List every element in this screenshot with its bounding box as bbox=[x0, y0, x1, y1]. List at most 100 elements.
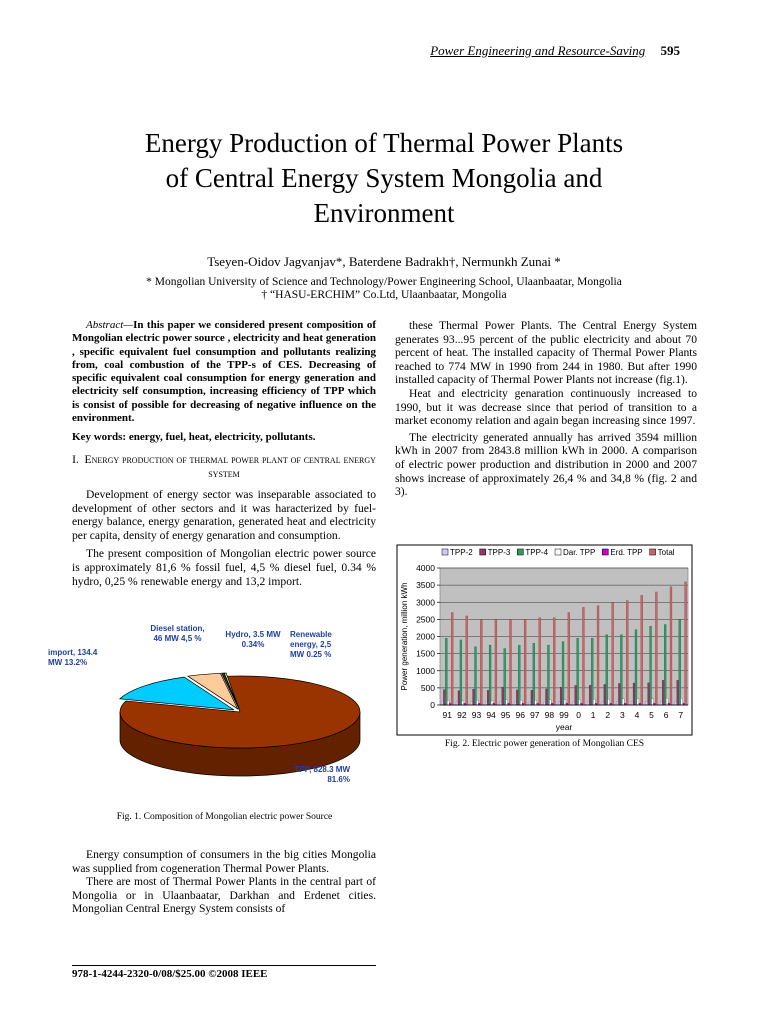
bar bbox=[465, 615, 468, 706]
bar bbox=[680, 698, 683, 706]
paragraph: There are most of Thermal Power Plants i… bbox=[72, 875, 376, 916]
bar bbox=[523, 619, 527, 706]
bar bbox=[538, 617, 541, 706]
affiliation: † “HASU-ERCHIM” Co.Ltd, Ulaanbaatar, Mon… bbox=[261, 289, 507, 301]
y-tick-label: 3500 bbox=[416, 580, 435, 590]
y-axis-label: Power generation, million kWh bbox=[400, 582, 409, 690]
bar bbox=[576, 638, 579, 706]
bar bbox=[662, 680, 665, 706]
bar bbox=[647, 682, 650, 706]
pie-category-label: import, bbox=[48, 648, 76, 657]
title: Energy Production of Thermal Power Plant… bbox=[60, 126, 708, 231]
y-tick-label: 1000 bbox=[416, 666, 435, 676]
affiliations: * Mongolian University of Science and Te… bbox=[60, 276, 708, 302]
x-tick-label: 97 bbox=[530, 710, 540, 720]
bar bbox=[441, 700, 444, 706]
x-tick-label: 93 bbox=[472, 710, 482, 720]
y-tick-label: 0 bbox=[430, 700, 435, 710]
bar bbox=[494, 619, 498, 706]
left-column-lower: Energy consumption of consumers in the b… bbox=[72, 848, 376, 916]
pie-label: import, 134.4 MW 13.2% bbox=[48, 648, 103, 668]
bar bbox=[605, 634, 608, 706]
x-tick-label: 99 bbox=[559, 710, 569, 720]
pie-slice bbox=[119, 676, 235, 711]
x-tick-label: 7 bbox=[678, 710, 683, 720]
bar bbox=[684, 581, 687, 706]
pie-label: Hydro, 3.5 MW 0.34% bbox=[222, 630, 284, 650]
bar bbox=[618, 683, 621, 706]
bar bbox=[678, 619, 681, 706]
pie-value-label: 2,5 MW 0.25 % bbox=[290, 640, 332, 659]
bar bbox=[620, 634, 623, 706]
bar bbox=[665, 698, 669, 706]
bar bbox=[582, 607, 585, 706]
x-tick-label: 98 bbox=[545, 710, 555, 720]
affiliation: * Mongolian University of Science and Te… bbox=[146, 276, 622, 288]
bar bbox=[607, 699, 610, 706]
bar bbox=[649, 626, 652, 706]
x-axis-label: year bbox=[556, 722, 573, 732]
legend-label: TPP-3 bbox=[488, 548, 511, 557]
legend-marker bbox=[441, 548, 449, 556]
bar bbox=[563, 699, 567, 706]
pie-slice bbox=[223, 672, 240, 709]
x-tick-label: 1 bbox=[591, 710, 596, 720]
pie-category-label: Diesel station, bbox=[150, 624, 205, 633]
bar bbox=[589, 684, 592, 706]
footer-rule bbox=[72, 965, 376, 966]
bar bbox=[603, 684, 606, 706]
bar bbox=[634, 629, 638, 706]
bar bbox=[636, 698, 640, 706]
bar bbox=[472, 689, 475, 706]
bar bbox=[601, 701, 605, 706]
bar bbox=[505, 699, 508, 706]
bar bbox=[530, 690, 534, 706]
x-tick-label: 91 bbox=[443, 710, 453, 720]
pie-category-label: Hydro, bbox=[225, 630, 251, 639]
bar bbox=[616, 701, 619, 706]
bar bbox=[561, 641, 565, 706]
bar bbox=[611, 602, 614, 706]
pie-value-label: 46 MW 4,5 % bbox=[153, 634, 202, 643]
paragraph: The present composition of Mongolian ele… bbox=[72, 547, 376, 588]
section-heading: I. Energy production of thermal power pl… bbox=[72, 454, 376, 481]
bar bbox=[459, 639, 463, 706]
pie-value-label: 134.4 MW 13.2% bbox=[48, 648, 98, 667]
abstract: Abstract—In this paper we considered pre… bbox=[72, 319, 376, 425]
bar bbox=[480, 619, 483, 706]
pie-label: Renewable energy, 2,5 MW 0.25 % bbox=[290, 630, 345, 660]
keywords-label: Key words: bbox=[72, 431, 127, 443]
pie-category-label: TPP, bbox=[294, 765, 312, 774]
bar bbox=[567, 612, 570, 706]
legend-label: TPP-4 bbox=[525, 548, 548, 557]
footer: 978-1-4244-2320-0/08/$25.00 ©2008 IEEE bbox=[72, 968, 268, 980]
x-tick-label: 4 bbox=[635, 710, 640, 720]
bar bbox=[596, 605, 600, 706]
bar bbox=[572, 701, 575, 706]
bar bbox=[674, 701, 677, 706]
keywords-text: energy, fuel, heat, electricity, polluta… bbox=[128, 431, 316, 443]
bar bbox=[509, 619, 512, 706]
legend-label: Total bbox=[658, 548, 675, 557]
pie-label: Diesel station, 46 MW 4,5 % bbox=[145, 624, 210, 644]
x-tick-label: 3 bbox=[620, 710, 625, 720]
bar bbox=[518, 644, 521, 706]
bar bbox=[455, 701, 459, 706]
legend-label: Dar. TPP bbox=[563, 548, 595, 557]
bar bbox=[443, 689, 446, 706]
authors: Tseyen-Oidov Jagvanjav*, Baterdene Badra… bbox=[207, 254, 561, 269]
page-number: 595 bbox=[660, 43, 681, 58]
journal-name: Power Engineering and Resource-Saving bbox=[430, 43, 646, 58]
bar bbox=[632, 682, 636, 706]
x-tick-label: 96 bbox=[516, 710, 526, 720]
x-tick-label: 6 bbox=[664, 710, 669, 720]
y-tick-label: 3000 bbox=[416, 597, 435, 607]
bar bbox=[545, 688, 548, 706]
running-header: Power Engineering and Resource-Saving 59… bbox=[380, 43, 680, 59]
x-tick-label: 95 bbox=[501, 710, 511, 720]
legend-marker bbox=[479, 548, 486, 556]
section-title: Energy production of thermal power plant… bbox=[84, 454, 376, 480]
paragraph: these Thermal Power Plants. The Central … bbox=[395, 319, 697, 387]
bar bbox=[520, 700, 523, 706]
